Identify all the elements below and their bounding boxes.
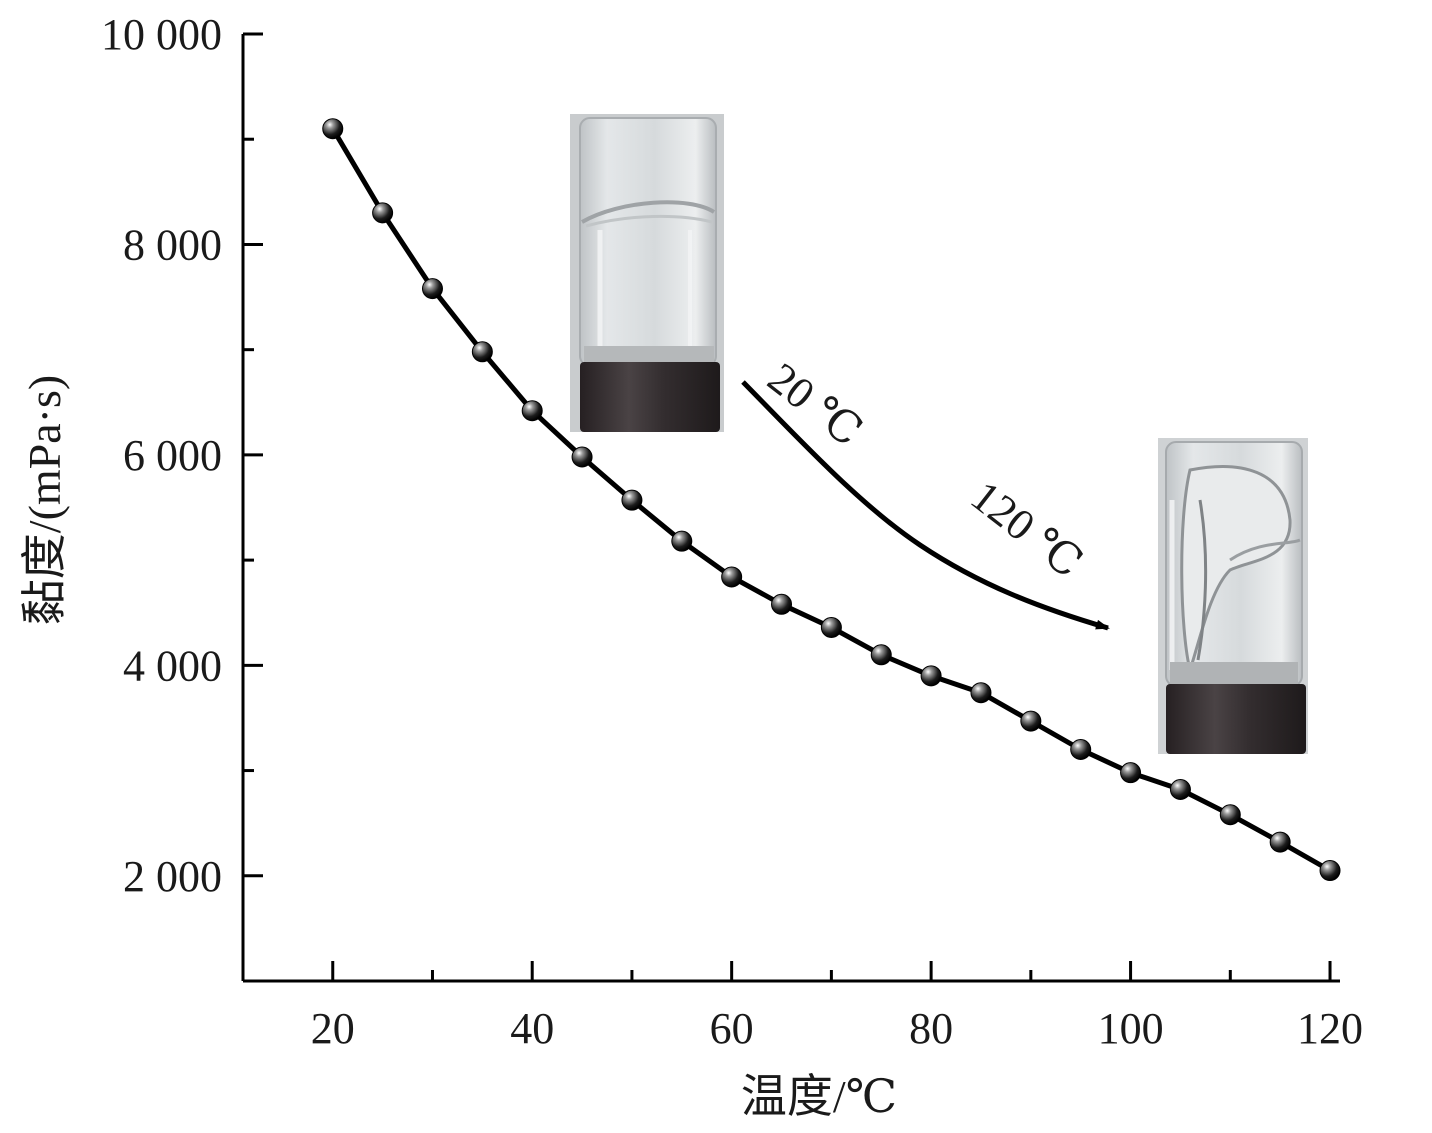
data-point	[372, 202, 394, 224]
data-point	[1219, 804, 1241, 826]
data-point	[621, 489, 643, 511]
data-point	[671, 530, 693, 552]
data-point	[471, 341, 493, 363]
data-point	[721, 566, 743, 588]
data-point	[1169, 778, 1191, 800]
data-point	[820, 616, 842, 638]
x-axis-ticks: 20 40 60 80 100 120	[311, 961, 1363, 1053]
y-axis-title: 黏度/(mPa·s)	[19, 375, 70, 625]
data-point	[1269, 831, 1291, 853]
y-tick-label: 2 000	[123, 852, 222, 901]
y-tick-label: 4 000	[123, 641, 222, 690]
data-point	[571, 446, 593, 468]
x-tick-label: 60	[710, 1004, 754, 1053]
data-point	[1070, 739, 1092, 761]
y-tick-label: 10 000	[101, 10, 222, 59]
data-point	[771, 593, 793, 615]
x-axis-title: 温度/℃	[741, 1071, 897, 1122]
y-tick-label: 6 000	[123, 431, 222, 480]
x-tick-label: 80	[909, 1004, 953, 1053]
data-point	[421, 278, 443, 300]
x-tick-label: 120	[1297, 1004, 1363, 1053]
data-point	[322, 118, 344, 140]
annotation-120c: 120 ℃	[962, 471, 1092, 587]
data-point	[1020, 710, 1042, 732]
data-point	[1319, 860, 1341, 882]
x-tick-label: 20	[311, 1004, 355, 1053]
data-point	[970, 682, 992, 704]
data-point	[1120, 762, 1142, 784]
data-point	[920, 665, 942, 687]
vial-photo-120c	[1158, 438, 1308, 754]
trend-arrow	[741, 380, 1110, 631]
annotation-20c: 20 ℃	[759, 353, 871, 456]
viscosity-series-points	[322, 118, 1341, 882]
y-axis-ticks: 2 000 4 000 6 000 8 000 10 000	[101, 10, 263, 983]
data-point	[870, 644, 892, 666]
vial-photo-20c	[570, 114, 724, 432]
data-point	[521, 400, 543, 422]
x-tick-label: 100	[1098, 1004, 1164, 1053]
x-tick-label: 40	[510, 1004, 554, 1053]
y-tick-label: 8 000	[123, 220, 222, 269]
